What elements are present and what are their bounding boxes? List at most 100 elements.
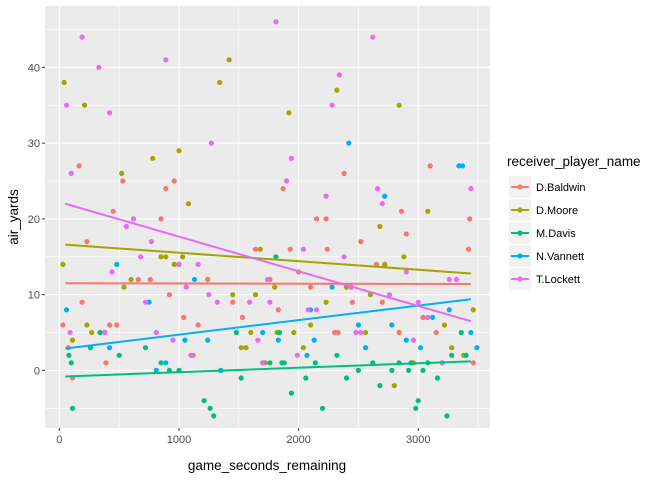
point-n-vannett: [260, 329, 266, 336]
point-t-lockett: [284, 178, 290, 184]
point-m-davis: [211, 413, 217, 419]
point-n-vannett: [275, 337, 281, 343]
legend-key-point-d-moore: [517, 207, 523, 213]
point-d-moore: [382, 261, 388, 267]
point-t-lockett: [273, 19, 279, 25]
legend-label-d-moore: D.Moore: [536, 205, 578, 217]
point-m-davis: [449, 352, 455, 358]
point-n-vannett: [153, 367, 159, 373]
point-d-baldwin: [331, 329, 338, 336]
point-t-lockett: [195, 261, 201, 267]
point-d-moore: [238, 345, 244, 351]
point-d-moore: [323, 299, 329, 305]
point-t-lockett: [142, 299, 149, 305]
point-d-baldwin: [420, 314, 426, 320]
point-t-lockett: [68, 170, 74, 176]
point-m-davis: [66, 352, 72, 358]
trend-line-d-moore: [65, 243, 471, 275]
point-n-vannett: [304, 352, 310, 358]
data-points: [60, 19, 480, 419]
point-d-baldwin: [166, 292, 172, 298]
point-t-lockett: [153, 329, 159, 336]
legend-label-t-lockett: T.Lockett: [536, 274, 580, 286]
point-m-davis: [406, 367, 412, 373]
point-n-vannett: [456, 163, 462, 169]
point-n-vannett: [403, 337, 409, 343]
point-d-moore: [300, 345, 306, 351]
point-t-lockett: [208, 140, 214, 146]
grid: [45, 6, 490, 428]
point-d-baldwin: [467, 216, 473, 222]
point-d-baldwin: [252, 246, 259, 252]
point-d-moore: [158, 254, 164, 260]
point-m-davis: [267, 360, 273, 366]
point-t-lockett: [130, 216, 137, 222]
point-t-lockett: [260, 360, 266, 366]
point-t-lockett: [96, 64, 102, 70]
legend-key-point-t-lockett: [517, 276, 523, 282]
point-t-lockett: [300, 246, 306, 252]
point-m-davis: [233, 329, 239, 336]
point-m-davis: [312, 360, 318, 366]
point-t-lockett: [247, 299, 253, 305]
point-t-lockett: [370, 34, 376, 40]
point-d-moore: [334, 87, 340, 93]
point-d-moore: [396, 102, 402, 108]
point-m-davis: [238, 375, 244, 381]
x-tick-label: 2000: [286, 434, 310, 446]
point-d-baldwin: [158, 216, 164, 222]
point-m-davis: [97, 329, 103, 336]
point-n-vannett: [418, 345, 424, 351]
point-t-lockett: [214, 299, 220, 305]
point-n-vannett: [107, 345, 113, 351]
point-d-baldwin: [341, 170, 347, 176]
point-t-lockett: [183, 284, 189, 290]
point-n-vannett: [63, 307, 70, 313]
point-t-lockett: [163, 57, 169, 63]
point-d-baldwin: [403, 231, 409, 237]
point-d-baldwin: [110, 208, 116, 214]
point-m-davis: [288, 390, 294, 396]
point-t-lockett: [329, 102, 335, 108]
point-m-davis: [158, 360, 164, 366]
point-t-lockett: [188, 352, 194, 358]
x-tick-label: 3000: [406, 434, 430, 446]
point-d-baldwin: [349, 299, 355, 305]
point-d-moore: [425, 208, 431, 214]
y-tick-label: 20: [28, 214, 40, 226]
point-d-moore: [171, 261, 177, 267]
point-t-lockett: [170, 337, 176, 343]
point-t-lockett: [79, 34, 85, 40]
point-t-lockett: [148, 239, 155, 245]
legend: receiver_player_name D.Baldwin D.Moore M.D…: [507, 154, 641, 290]
point-d-baldwin: [79, 299, 85, 305]
point-t-lockett: [264, 276, 271, 283]
point-d-moore: [128, 276, 134, 283]
point-m-davis: [116, 352, 122, 358]
point-d-baldwin: [239, 314, 245, 320]
point-d-moore: [248, 329, 254, 336]
point-n-vannett: [146, 299, 152, 305]
x-axis: 0 1000 2000 3000: [56, 428, 430, 446]
point-m-davis: [201, 398, 207, 404]
y-tick-label: 0: [34, 365, 40, 377]
point-d-moore: [252, 292, 259, 298]
point-t-lockett: [468, 186, 474, 192]
legend-title: receiver_player_name: [507, 154, 641, 169]
point-t-lockett: [107, 110, 113, 116]
point-d-moore: [449, 345, 455, 351]
point-d-moore: [89, 329, 95, 336]
point-d-baldwin: [427, 163, 433, 169]
point-m-davis: [68, 360, 74, 366]
point-d-moore: [150, 155, 156, 161]
point-d-moore: [60, 261, 66, 267]
point-d-baldwin: [335, 329, 341, 336]
point-m-davis: [458, 329, 464, 336]
point-d-baldwin: [181, 314, 187, 320]
point-t-lockett: [305, 307, 311, 313]
point-t-lockett: [123, 223, 129, 230]
point-m-davis: [420, 367, 426, 373]
point-d-baldwin: [171, 178, 177, 184]
point-d-moore: [257, 246, 263, 252]
point-d-baldwin: [103, 360, 109, 366]
